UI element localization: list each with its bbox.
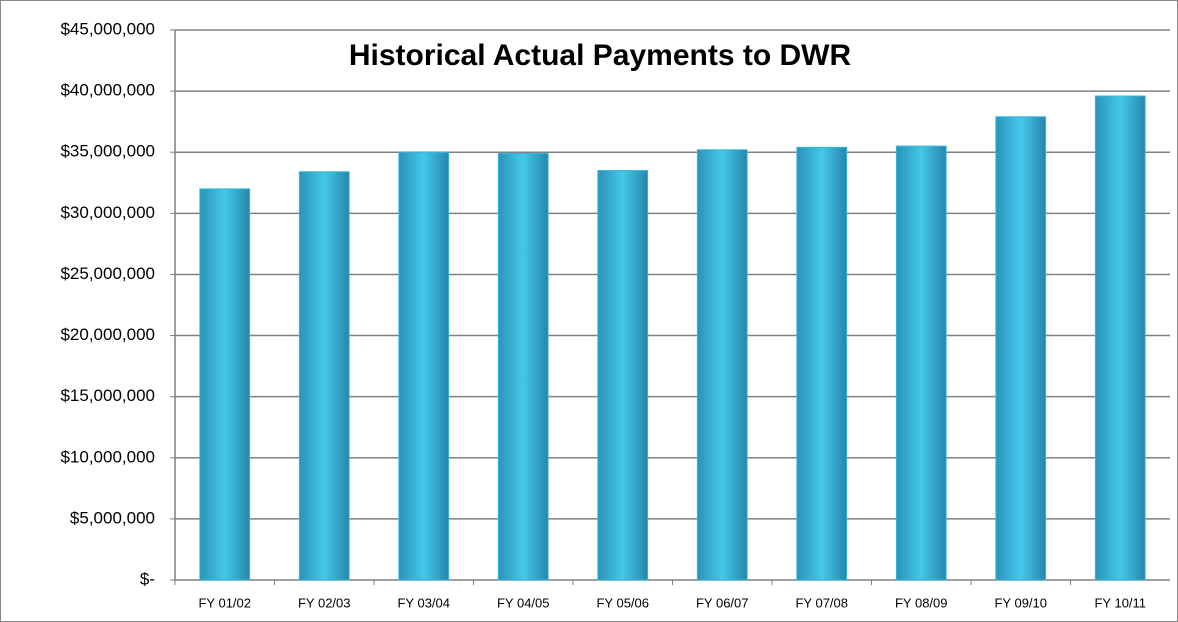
bar bbox=[796, 146, 848, 581]
bar bbox=[398, 151, 450, 581]
bar bbox=[895, 145, 947, 581]
y-tick-label: $30,000,000 bbox=[60, 203, 155, 222]
bar bbox=[1094, 95, 1146, 581]
y-tick-label: $25,000,000 bbox=[60, 264, 155, 283]
y-tick-label: $10,000,000 bbox=[60, 447, 155, 466]
chart-title: Historical Actual Payments to DWR bbox=[349, 39, 852, 72]
y-tick-label: $40,000,000 bbox=[60, 81, 155, 100]
bar bbox=[298, 171, 350, 581]
y-tick-label: $45,000,000 bbox=[60, 19, 155, 38]
bar bbox=[497, 152, 549, 581]
x-tick-label: FY 08/09 bbox=[895, 595, 948, 610]
x-tick-label: FY 05/06 bbox=[596, 595, 649, 610]
y-tick-label: $35,000,000 bbox=[60, 142, 155, 161]
x-tick-label: FY 09/10 bbox=[994, 595, 1047, 610]
bar bbox=[199, 188, 251, 581]
y-tick-label: $5,000,000 bbox=[70, 508, 155, 527]
y-tick-label: $- bbox=[140, 569, 155, 588]
bar bbox=[995, 116, 1047, 581]
x-tick-label: FY 04/05 bbox=[497, 595, 550, 610]
y-tick-label: $15,000,000 bbox=[60, 386, 155, 405]
x-tick-label: FY 02/03 bbox=[298, 595, 351, 610]
x-tick-label: FY 03/04 bbox=[397, 595, 450, 610]
y-tick-label: $20,000,000 bbox=[60, 325, 155, 344]
bar bbox=[696, 149, 748, 581]
x-tick-label: FY 01/02 bbox=[198, 595, 251, 610]
x-tick-label: FY 10/11 bbox=[1094, 595, 1146, 610]
x-tick-label: FY 06/07 bbox=[696, 595, 749, 610]
x-tick-label: FY 07/08 bbox=[795, 595, 848, 610]
bar bbox=[597, 170, 649, 581]
